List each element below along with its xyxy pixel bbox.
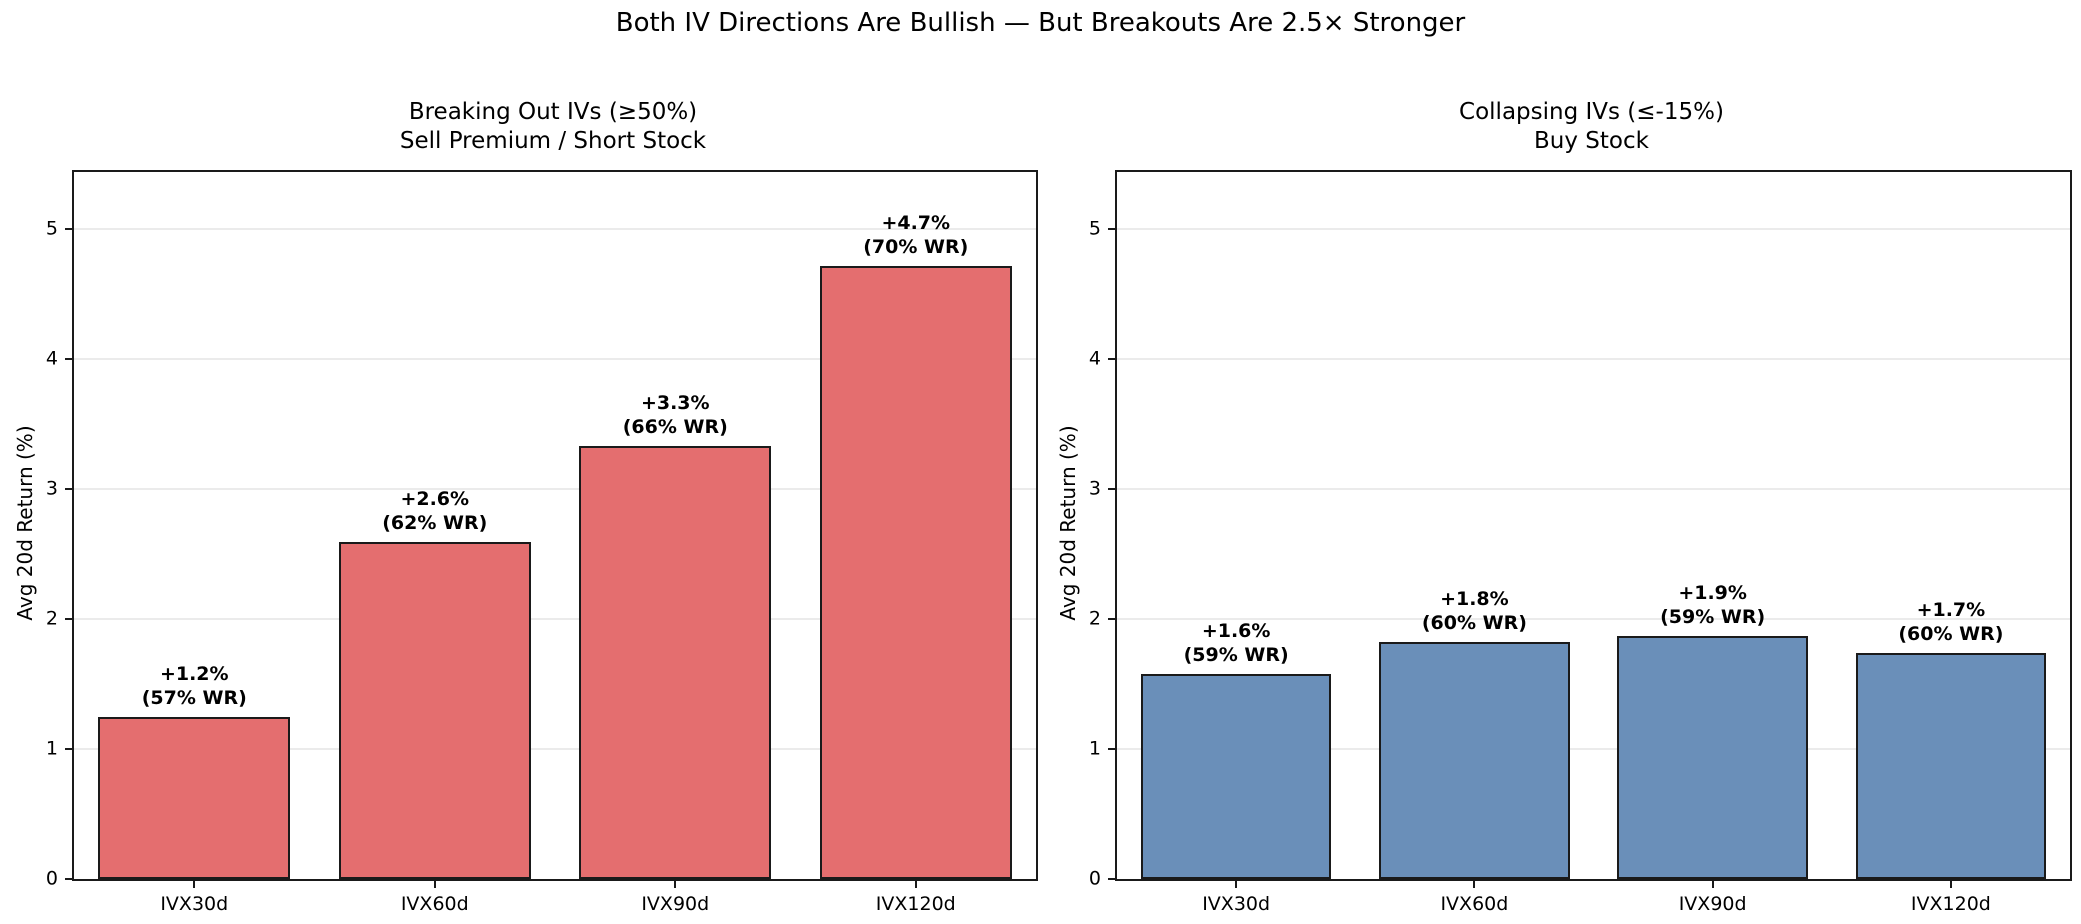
bar-value-line: (59% WR) (1660, 605, 1766, 628)
figure-title: Both IV Directions Are Bullish — But Bre… (615, 8, 1466, 38)
y-tick-mark (65, 878, 74, 880)
bar-value-line: +3.3% (640, 392, 710, 415)
x-tick-mark (914, 879, 917, 888)
bar-value-line: (66% WR) (622, 416, 728, 439)
bar-value-label: +1.7% (60% WR) (1898, 598, 2003, 646)
y-tick-mark (65, 228, 74, 231)
left-chart-title: Breaking Out IVs (≥50%) Sell Premium / S… (399, 99, 707, 154)
y-tick-mark (1108, 618, 1117, 621)
gridline (74, 748, 1036, 751)
y-tick-mark (65, 748, 74, 751)
bar-ivx30d (98, 716, 291, 879)
bar-ivx90d (1617, 635, 1808, 879)
gridline (1117, 488, 2070, 491)
bar-value-line: +1.8% (1440, 588, 1509, 611)
x-tick-mark (1711, 879, 1714, 888)
right-chart-plot-area: 0 1 2 3 4 5 +1.6% (59% WR) IVX30d +1.8% (60% WR) IV… (1089, 170, 2072, 915)
gridline (74, 228, 1036, 231)
bar-value-label: +3.3% (66% WR) (623, 391, 728, 439)
gridline (74, 488, 1036, 491)
x-tick-mark (674, 879, 677, 888)
y-tick-mark (1108, 488, 1117, 491)
gridline (74, 358, 1036, 361)
bar-value-line: +2.6% (400, 488, 470, 511)
y-tick-label: 3 (45, 477, 58, 500)
y-tick-label: 5 (45, 217, 58, 240)
bar-value-line: (59% WR) (1183, 643, 1289, 666)
y-tick-label: 0 (1088, 867, 1101, 890)
y-tick-mark (65, 488, 74, 491)
right-chart-ylabel: Avg 20d Return (%) (1056, 425, 1080, 621)
bar-ivx30d (1140, 673, 1332, 879)
bar-value-label: +1.8% (60% WR) (1422, 587, 1527, 635)
x-tick-mark (433, 879, 436, 888)
left-chart-ylabel: Avg 20d Return (%) (13, 425, 37, 621)
x-tick-mark (193, 879, 196, 888)
x-tick-label: IVX60d (400, 893, 469, 915)
bar-value-line: +1.7% (1916, 598, 1986, 621)
y-tick-label: 2 (1088, 607, 1101, 630)
y-tick-mark (1108, 878, 1117, 880)
x-tick-mark (1949, 879, 1952, 888)
x-tick-label: IVX60d (1440, 893, 1509, 915)
left-chart-plot-area: 0 1 2 3 4 5 +1.2% (57% WR) IVX30d +2.6% (62% WR) IV… (46, 170, 1038, 915)
bar-value-line: +4.7% (881, 211, 951, 234)
bar-ivx120d (1855, 652, 2047, 879)
bar-value-line: (70% WR) (863, 235, 969, 258)
y-tick-label: 1 (45, 737, 58, 760)
gridline (1117, 618, 2070, 621)
gridline (74, 618, 1036, 621)
x-tick-label: IVX120d (1910, 893, 1991, 915)
x-tick-label: IVX30d (1202, 893, 1271, 915)
bar-value-line: +1.6% (1201, 619, 1271, 642)
x-tick-mark (1235, 879, 1238, 888)
y-tick-label: 5 (1088, 217, 1101, 240)
y-tick-label: 4 (1088, 347, 1101, 370)
y-tick-mark (1108, 228, 1117, 231)
bar-value-label: +2.6% (62% WR) (382, 487, 487, 535)
bar-value-label: +1.9% (59% WR) (1660, 581, 1765, 629)
x-tick-label: IVX90d (1678, 893, 1747, 915)
y-tick-label: 4 (45, 347, 58, 370)
y-tick-label: 1 (1088, 737, 1101, 760)
bar-value-line: (60% WR) (1898, 622, 2004, 645)
y-tick-mark (65, 358, 74, 361)
bar-value-label: +1.2% (57% WR) (142, 662, 247, 710)
bar-value-label: +4.7% (70% WR) (863, 211, 968, 259)
gridline (1117, 748, 2070, 751)
bar-value-line: +1.2% (159, 662, 229, 685)
bar-value-label: +1.6% (59% WR) (1184, 619, 1289, 667)
x-tick-label: IVX30d (160, 893, 229, 915)
bar-value-line: (60% WR) (1421, 612, 1527, 635)
y-tick-mark (65, 618, 74, 621)
gridline (1117, 358, 2070, 361)
bar-ivx60d (338, 542, 531, 879)
bar-value-line: (62% WR) (382, 512, 488, 535)
y-tick-label: 2 (45, 607, 58, 630)
y-tick-mark (1108, 358, 1117, 361)
bar-ivx60d (1379, 642, 1570, 879)
gridline (1117, 228, 2070, 231)
bar-ivx90d (579, 446, 772, 879)
bar-value-line: (57% WR) (141, 686, 247, 709)
x-tick-label: IVX120d (875, 893, 956, 915)
y-tick-label: 0 (45, 867, 58, 890)
bar-ivx120d (819, 265, 1012, 879)
y-tick-label: 3 (1088, 477, 1101, 500)
x-tick-label: IVX90d (641, 893, 710, 915)
x-tick-mark (1473, 879, 1476, 888)
bar-value-line: +1.9% (1678, 581, 1747, 604)
right-chart-title: Collapsing IVs (≤-15%) Buy Stock (1459, 99, 1724, 154)
y-tick-mark (1108, 748, 1117, 751)
